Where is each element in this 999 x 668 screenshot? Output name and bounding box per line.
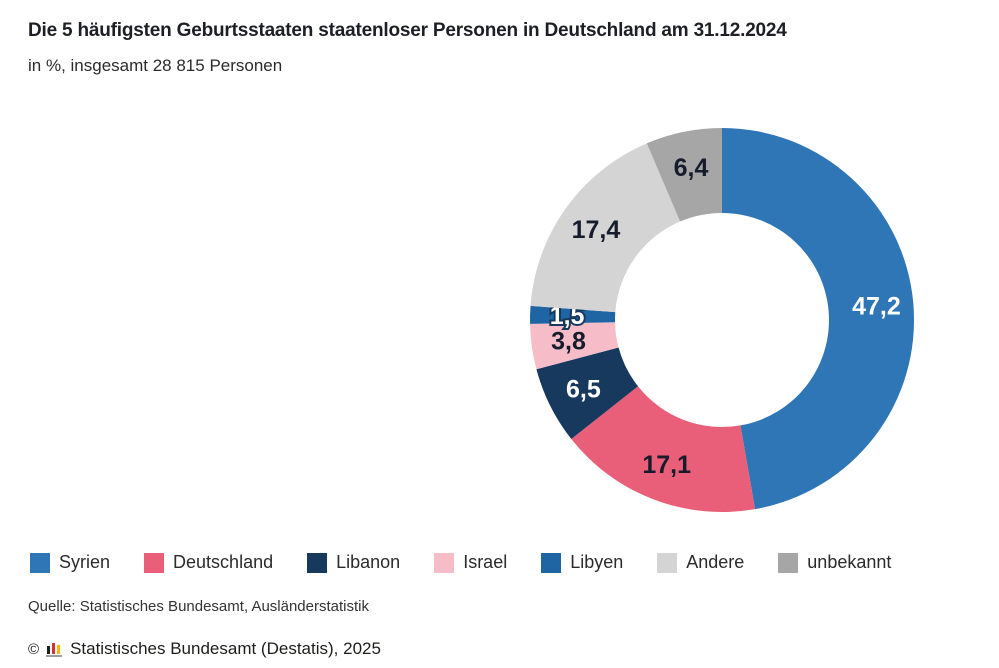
donut-segment-libyen [529, 305, 616, 324]
legend-swatch-israel [434, 552, 455, 573]
legend-item-deutschland: Deutschland [144, 552, 273, 573]
legend-label: unbekannt [807, 552, 892, 572]
logo-bar-black [47, 645, 51, 654]
donut-value-label-deutschland: 17,1 [642, 451, 691, 479]
legend-label: Libanon [336, 552, 401, 572]
legend-swatch-libyen [541, 552, 562, 573]
logo-bar-red [52, 642, 56, 654]
legend-item-andere: Andere [657, 552, 744, 573]
legend-label: Syrien [59, 552, 111, 572]
legend-label: Deutschland [173, 552, 274, 572]
donut-chart: 47,217,16,53,81,517,46,4 [529, 127, 915, 513]
legend-item-israel: Israel [434, 552, 507, 573]
chart-subtitle: in %, insgesamt 28 815 Personen [28, 56, 283, 75]
donut-value-label-unbekannt: 6,4 [674, 154, 709, 182]
logo-bar-gold [57, 644, 61, 654]
donut-segment-deutschland [571, 386, 756, 513]
legend-item-libanon: Libanon [307, 552, 400, 573]
legend-item-unbekannt: unbekannt [778, 552, 891, 573]
legend-label: Libyen [570, 552, 624, 572]
donut-value-label-syrien: 47,2 [852, 293, 901, 321]
legend-item-syrien: Syrien [30, 552, 110, 573]
copyright-text: Statistisches Bundesamt (Destatis), 2025 [70, 639, 381, 658]
legend-swatch-unbekannt [778, 552, 799, 573]
legend-swatch-deutschland [144, 552, 165, 573]
copyright-line: © Statistisches Bundesamt (Destatis), 20… [28, 639, 381, 659]
donut-segment-libanon [536, 347, 639, 439]
donut-value-label-andere: 17,4 [572, 216, 621, 244]
legend-swatch-syrien [30, 552, 50, 573]
legend-swatch-andere [657, 552, 678, 573]
destatis-logo-icon [46, 642, 63, 657]
source-note: Quelle: Statistisches Bundesamt, Ausländ… [28, 598, 370, 615]
legend-label: Andere [686, 552, 745, 572]
legend-swatch-libanon [307, 552, 328, 573]
legend: Syrien Deutschland Libanon Israel Libyen Ande… [30, 552, 980, 573]
chart-title: Die 5 häufigsten Geburtsstaaten staatenl… [28, 20, 787, 41]
donut-segment-syrien [722, 127, 915, 510]
donut-value-label-libanon: 6,5 [566, 375, 601, 403]
donut-segment-andere [530, 143, 681, 313]
logo-baseline [46, 654, 63, 657]
legend-item-libyen: Libyen [541, 552, 623, 573]
donut-value-label-israel: 3,8 [551, 328, 586, 356]
legend-label: Israel [463, 552, 508, 572]
donut-segment-israel [530, 322, 619, 370]
donut-segment-unbekannt [646, 128, 722, 222]
copyright-sign: © [28, 640, 40, 658]
